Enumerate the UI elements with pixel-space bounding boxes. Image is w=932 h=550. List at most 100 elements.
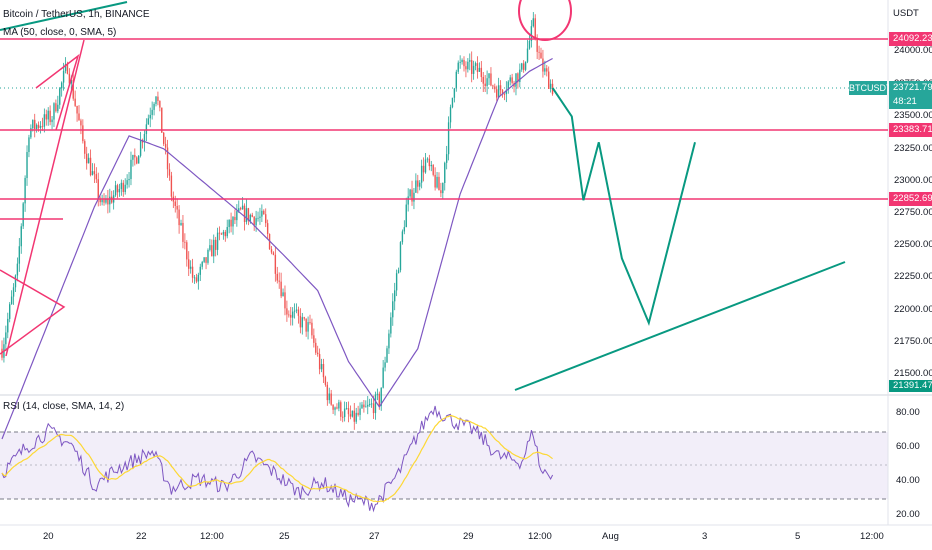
- candle-body: [12, 287, 15, 297]
- candle-body: [76, 105, 78, 114]
- candle-body: [166, 147, 169, 170]
- bar-countdown: 48:21: [893, 96, 917, 107]
- candle-body: [422, 165, 425, 173]
- candle-body: [205, 257, 207, 263]
- candle-body: [272, 252, 275, 255]
- candle-body: [376, 393, 379, 395]
- candle-body: [47, 110, 49, 120]
- candle-body: [168, 169, 171, 176]
- triangle-pattern-diagonal[interactable]: [5, 39, 85, 357]
- candle-body: [501, 90, 504, 95]
- candle-body: [136, 157, 138, 164]
- candle-body: [297, 309, 300, 316]
- candle-body: [505, 89, 508, 95]
- candle-body: [309, 322, 311, 323]
- candle-body: [216, 232, 219, 250]
- candle-body: [209, 245, 211, 250]
- candle-body: [503, 94, 506, 95]
- candle-body: [388, 333, 390, 349]
- candle-body: [137, 155, 140, 164]
- price-tick: 21500.00: [894, 368, 932, 379]
- candle-body: [55, 103, 57, 112]
- candle-body: [62, 70, 65, 83]
- candle-body: [549, 83, 552, 89]
- candle-body: [353, 410, 355, 422]
- time-tick: 29: [463, 531, 474, 542]
- candle-body: [57, 104, 59, 112]
- candle-body: [153, 103, 155, 110]
- triangle-pattern-upper[interactable]: [35, 54, 80, 131]
- candle-body: [180, 222, 182, 226]
- candle-body: [438, 176, 440, 191]
- candle-body: [226, 227, 228, 237]
- rsi-ma-line: [1, 414, 553, 503]
- candle-body: [526, 48, 529, 62]
- rsi-legend[interactable]: RSI (14, close, SMA, 14, 2): [3, 401, 125, 412]
- candle-body: [407, 196, 409, 205]
- candle-body: [284, 292, 286, 309]
- candle-body: [540, 52, 542, 59]
- rising-support-trendline[interactable]: [514, 261, 846, 391]
- triangle-pattern-lower[interactable]: [0, 269, 66, 355]
- candle-body: [80, 120, 82, 126]
- candle-body: [546, 68, 548, 72]
- candle-body: [476, 63, 479, 72]
- time-tick: 22: [136, 531, 147, 542]
- candle-body: [207, 249, 209, 263]
- candle-body: [478, 67, 481, 72]
- top-circle-marker[interactable]: [518, 0, 572, 41]
- candle-body: [211, 245, 213, 257]
- candle-body: [303, 317, 305, 319]
- candle-body: [315, 342, 317, 353]
- candle-body: [330, 393, 332, 405]
- candle-body: [282, 292, 284, 297]
- candle-body: [340, 402, 342, 417]
- candle-body: [43, 114, 46, 127]
- candle-body: [305, 318, 307, 332]
- candle-body: [109, 196, 111, 205]
- candle-body: [247, 208, 250, 221]
- candle-body: [496, 89, 498, 98]
- candle-body: [463, 59, 465, 67]
- candle-body: [170, 175, 173, 197]
- candle-body: [18, 246, 21, 264]
- candle-body: [521, 63, 523, 70]
- projection-path[interactable]: [551, 87, 696, 327]
- candle-body: [22, 203, 24, 227]
- ma-50-line: [1, 57, 553, 440]
- candle-body: [390, 317, 392, 334]
- candle-body: [465, 66, 467, 70]
- candle-body: [399, 242, 402, 271]
- candle-body: [39, 125, 42, 128]
- candle-body: [515, 73, 517, 87]
- candle-body: [261, 210, 263, 217]
- candle-body: [95, 174, 98, 180]
- candle-body: [301, 317, 303, 328]
- candle-body: [266, 223, 269, 234]
- candle-body: [548, 71, 550, 89]
- price-tick: 23500.00: [894, 110, 932, 121]
- candle-body: [434, 174, 436, 188]
- ma-legend[interactable]: MA (50, close, 0, SMA, 5): [3, 27, 117, 38]
- candle-body: [118, 188, 121, 193]
- candle-body: [440, 190, 442, 194]
- currency-label: USDT: [893, 8, 919, 19]
- candle-body: [218, 232, 221, 234]
- candle-body: [68, 73, 71, 84]
- candle-body: [507, 81, 509, 90]
- trend-line-top-left[interactable]: [0, 1, 128, 31]
- candle-body: [397, 270, 400, 274]
- symbol-legend[interactable]: Bitcoin / TetherUS, 1h, BINANCE: [3, 9, 150, 20]
- candle-body: [328, 393, 330, 401]
- candle-body: [405, 204, 407, 228]
- candle-body: [26, 152, 28, 178]
- candle-body: [530, 26, 533, 41]
- candle-body: [419, 182, 421, 187]
- candle-body: [486, 78, 488, 86]
- candle-body: [265, 214, 267, 224]
- candle-body: [343, 408, 346, 418]
- candle-body: [249, 214, 252, 221]
- candle-body: [139, 140, 142, 156]
